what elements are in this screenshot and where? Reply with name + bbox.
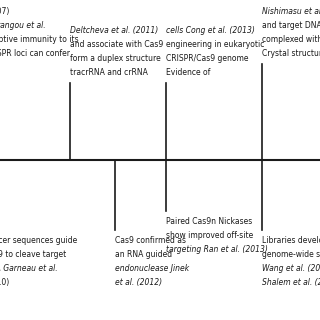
Text: an RNA guided: an RNA guided xyxy=(115,250,172,259)
Text: Spacer sequences guide: Spacer sequences guide xyxy=(0,236,77,245)
Text: Barrangou et al.: Barrangou et al. xyxy=(0,21,46,30)
Text: et al. (2012): et al. (2012) xyxy=(115,278,162,287)
Text: Deltcheva et al. (2011): Deltcheva et al. (2011) xyxy=(70,26,159,35)
Text: Evidence of: Evidence of xyxy=(166,68,211,77)
Text: Libraries developed for: Libraries developed for xyxy=(262,236,320,245)
Text: engineering in eukaryotic: engineering in eukaryotic xyxy=(166,40,265,49)
Text: CRISPR loci can confer: CRISPR loci can confer xyxy=(0,49,70,58)
Text: CRISPR/Cas9 genome: CRISPR/Cas9 genome xyxy=(166,54,249,63)
Text: complexed with gRNA: complexed with gRNA xyxy=(262,35,320,44)
Text: form a duplex structure: form a duplex structure xyxy=(70,54,161,63)
Text: Wang et al. (2014) and: Wang et al. (2014) and xyxy=(262,264,320,273)
Text: and target DNA solved: and target DNA solved xyxy=(262,21,320,30)
Text: Crystal structure of: Crystal structure of xyxy=(262,49,320,58)
Text: and associate with Cas9: and associate with Cas9 xyxy=(70,40,164,49)
Text: Shalem et al. (2014): Shalem et al. (2014) xyxy=(262,278,320,287)
Text: genome-wide screens: genome-wide screens xyxy=(262,250,320,259)
Text: Paired Cas9n Nickases: Paired Cas9n Nickases xyxy=(166,217,253,226)
Text: (2010): (2010) xyxy=(0,278,9,287)
Text: DNA Garneau et al.: DNA Garneau et al. xyxy=(0,264,58,273)
Text: endonuclease Jinek: endonuclease Jinek xyxy=(115,264,189,273)
Text: Nishimasu et al. 2014: Nishimasu et al. 2014 xyxy=(262,7,320,16)
Text: adaptive immunity to its: adaptive immunity to its xyxy=(0,35,79,44)
Text: (2007): (2007) xyxy=(0,7,9,16)
Text: cells Cong et al. (2013): cells Cong et al. (2013) xyxy=(166,26,255,35)
Text: Cas9 to cleave target: Cas9 to cleave target xyxy=(0,250,66,259)
Text: tracrRNA and crRNA: tracrRNA and crRNA xyxy=(70,68,148,77)
Text: Cas9 confirmed as: Cas9 confirmed as xyxy=(115,236,186,245)
Text: targeting Ran et al. (2013): targeting Ran et al. (2013) xyxy=(166,245,268,254)
Text: show improved off-site: show improved off-site xyxy=(166,231,254,240)
